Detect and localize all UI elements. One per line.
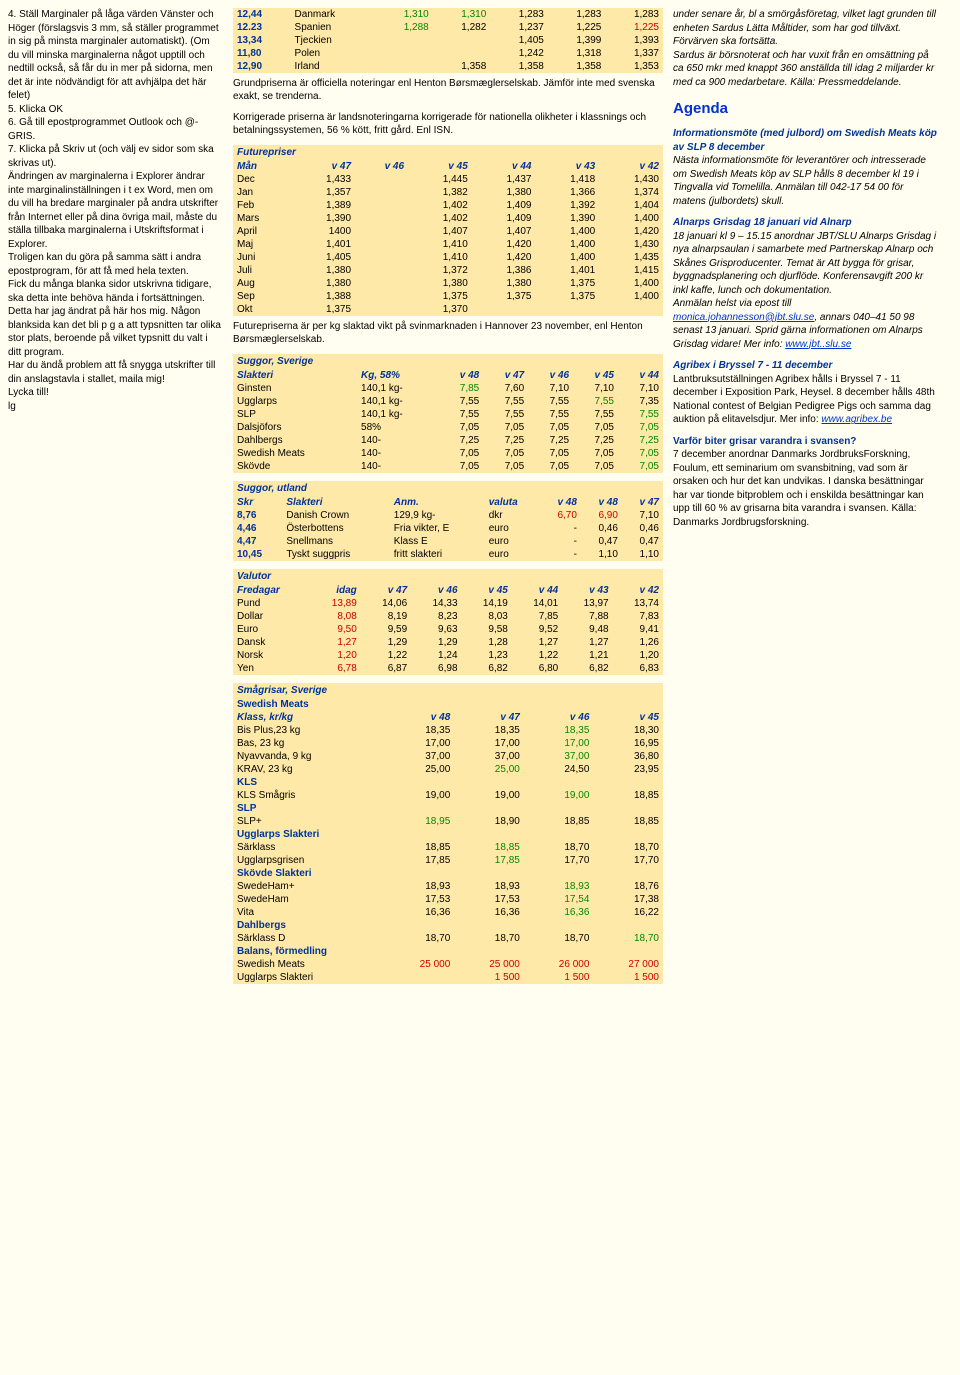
agenda-item1-h: Informationsmöte (med julbord) om Swedis… [673, 127, 938, 154]
left-p10: lg [8, 400, 223, 414]
suggor-ut-table: SkrSlakteriAnm.valutav 48v 48v 478,76Dan… [233, 496, 663, 561]
left-p2: 5. Klicka OK [8, 103, 223, 117]
left-p4: 7. Klicka på Skriv ut (och välj ev sidor… [8, 143, 223, 170]
right-p2: Sardus är börsnoterat och har vuxit från… [673, 49, 938, 90]
left-column: 4. Ställ Marginaler på låga värden Vänst… [8, 8, 223, 988]
left-p8: Har du ändå problem att få snygga utskri… [8, 359, 223, 386]
jbt-link[interactable]: www.jbt..slu.se [785, 339, 851, 350]
future-table: Månv 47v 46v 45v 44v 43v 42Dec1,4331,445… [233, 160, 663, 316]
suggor-sv-title: Suggor, Sverige [233, 354, 663, 369]
future-title: Futurepriser [233, 145, 663, 160]
middle-column: 12,44Danmark1,3101,3101,2831,2831,28312.… [233, 8, 663, 988]
left-p1: 4. Ställ Marginaler på låga värden Vänst… [8, 8, 223, 103]
valutor-title: Valutor [233, 569, 663, 584]
agenda-item4-h: Varför biter grisar varandra i svansen? [673, 435, 938, 449]
left-p3: 6. Gå till epostprogrammet Outlook och @… [8, 116, 223, 143]
left-p9: Lycka till! [8, 386, 223, 400]
agenda-item3-h: Agribex i Bryssel 7 - 11 december [673, 359, 938, 373]
left-p5: Ändringen av marginalerna i Explorer änd… [8, 170, 223, 251]
agenda-item2-h: Alnarps Grisdag 18 januari vid Alnarp [673, 216, 938, 230]
left-p6: Troligen kan du göra på samma sätt i and… [8, 251, 223, 278]
grund-table: 12,44Danmark1,3101,3101,2831,2831,28312.… [233, 8, 663, 73]
right-p1: under senare år, bl a smörgåsföretag, vi… [673, 8, 938, 49]
smagris-title: Smågrisar, Sverige [233, 683, 663, 698]
valutor-table: Fredagaridagv 47v 46v 45v 44v 43v 42Pund… [233, 584, 663, 675]
suggor-sv-table: SlakteriKg, 58%v 48v 47v 46v 45v 44Ginst… [233, 369, 663, 473]
agenda-item1: Nästa informationsmöte för leverantörer … [673, 154, 938, 208]
right-column: under senare år, bl a smörgåsföretag, vi… [673, 8, 938, 988]
agenda-heading: Agenda [673, 99, 938, 119]
left-p7: Fick du många blanka sidor utskrivna tid… [8, 278, 223, 359]
agribex-link[interactable]: www.agribex.be [821, 414, 892, 425]
email-link[interactable]: monica.johannesson@jbt.slu.se [673, 312, 814, 323]
agenda-item2b: Anmälan helst via epost till monica.joha… [673, 297, 938, 351]
suggor-ut-title: Suggor, utland [233, 481, 663, 496]
grund-note2: Korrigerade priserna är landsnoteringarn… [233, 111, 663, 137]
future-note: Futurepriserna är per kg slaktad vikt på… [233, 320, 663, 346]
smagris-table: Swedish MeatsKlass, kr/kgv 48v 47v 46v 4… [233, 698, 663, 984]
agenda-item4: 7 december anordnar Danmarks JordbruksFo… [673, 448, 938, 529]
agenda-item3: Lantbruksutställningen Agribex hålls i B… [673, 373, 938, 427]
agenda-item2a: 18 januari kl 9 – 15.15 anordnar JBT/SLU… [673, 230, 938, 298]
grund-note1: Grundpriserna är officiella noteringar e… [233, 77, 663, 103]
